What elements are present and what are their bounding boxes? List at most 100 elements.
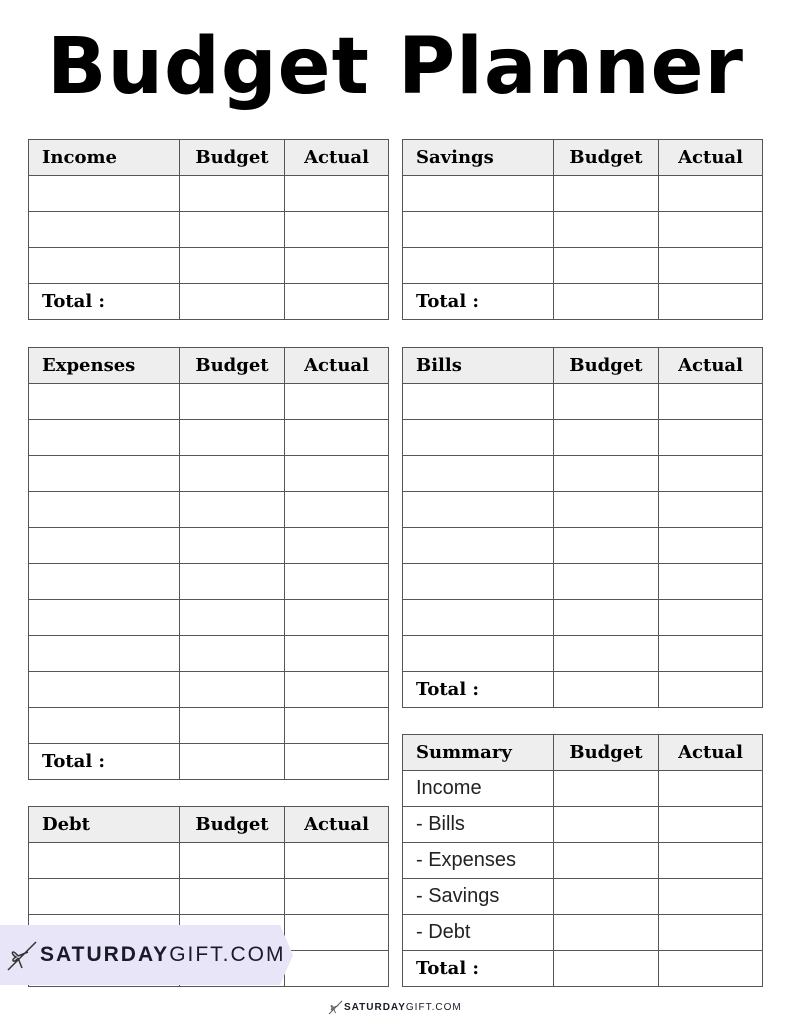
summary-budget-cell[interactable]	[553, 951, 658, 986]
savings-item-cell[interactable]	[403, 176, 553, 211]
debt-item-cell[interactable]	[29, 879, 179, 914]
expenses-budget-cell[interactable]	[179, 420, 284, 455]
savings-actual-cell[interactable]	[658, 248, 762, 283]
savings-budget-cell[interactable]	[553, 248, 658, 283]
expenses-budget-cell[interactable]	[179, 384, 284, 419]
income-item-cell[interactable]	[29, 176, 179, 211]
debt-actual-cell[interactable]	[284, 843, 388, 878]
bills-actual-cell[interactable]	[658, 528, 762, 563]
expenses-actual-cell[interactable]	[284, 744, 388, 779]
summary-budget-cell[interactable]	[553, 843, 658, 878]
income-budget-cell[interactable]	[179, 284, 284, 319]
debt-actual-cell[interactable]	[284, 879, 388, 914]
expenses-budget-cell[interactable]	[179, 672, 284, 707]
savings-budget-cell[interactable]	[553, 212, 658, 247]
savings-item-cell[interactable]	[403, 212, 553, 247]
expenses-item-cell[interactable]	[29, 672, 179, 707]
expenses-actual-cell[interactable]	[284, 708, 388, 743]
bills-budget-cell[interactable]	[553, 564, 658, 599]
debt-budget-cell[interactable]	[179, 879, 284, 914]
income-actual-cell[interactable]	[284, 284, 388, 319]
expenses-actual-cell[interactable]	[284, 564, 388, 599]
bills-item-cell[interactable]	[403, 420, 553, 455]
summary-actual-cell[interactable]	[658, 915, 762, 950]
income-item-cell[interactable]	[29, 212, 179, 247]
savings-budget-cell[interactable]	[553, 176, 658, 211]
expenses-budget-cell[interactable]	[179, 456, 284, 491]
savings-actual-cell[interactable]	[658, 212, 762, 247]
expenses-item-cell[interactable]	[29, 564, 179, 599]
expenses-actual-cell[interactable]	[284, 492, 388, 527]
expenses-budget-cell[interactable]	[179, 600, 284, 635]
expenses-item-cell[interactable]	[29, 600, 179, 635]
bills-item-cell[interactable]	[403, 564, 553, 599]
expenses-item-cell[interactable]	[29, 384, 179, 419]
expenses-actual-cell[interactable]	[284, 672, 388, 707]
bills-actual-cell[interactable]	[658, 456, 762, 491]
expenses-actual-cell[interactable]	[284, 600, 388, 635]
expenses-budget-cell[interactable]	[179, 744, 284, 779]
summary-budget-cell[interactable]	[553, 807, 658, 842]
bills-actual-cell[interactable]	[658, 672, 762, 707]
summary-actual-cell[interactable]	[658, 879, 762, 914]
summary-actual-cell[interactable]	[658, 771, 762, 806]
expenses-budget-cell[interactable]	[179, 492, 284, 527]
expenses-item-cell[interactable]	[29, 420, 179, 455]
bills-actual-cell[interactable]	[658, 492, 762, 527]
savings-budget-cell[interactable]	[553, 284, 658, 319]
savings-item-cell[interactable]	[403, 248, 553, 283]
summary-budget-cell[interactable]	[553, 915, 658, 950]
expenses-item-cell[interactable]	[29, 528, 179, 563]
expenses-budget-cell[interactable]	[179, 636, 284, 671]
income-budget-cell[interactable]	[179, 176, 284, 211]
expenses-budget-cell[interactable]	[179, 708, 284, 743]
savings-actual-cell[interactable]	[658, 284, 762, 319]
expenses-actual-cell[interactable]	[284, 456, 388, 491]
summary-actual-cell[interactable]	[658, 843, 762, 878]
debt-actual-cell[interactable]	[284, 915, 388, 950]
bills-actual-cell[interactable]	[658, 564, 762, 599]
income-actual-cell[interactable]	[284, 248, 388, 283]
expenses-budget-cell[interactable]	[179, 528, 284, 563]
income-budget-cell[interactable]	[179, 212, 284, 247]
expenses-actual-cell[interactable]	[284, 420, 388, 455]
expenses-budget-cell[interactable]	[179, 564, 284, 599]
bills-budget-cell[interactable]	[553, 384, 658, 419]
income-item-cell[interactable]	[29, 248, 179, 283]
bills-actual-cell[interactable]	[658, 600, 762, 635]
summary-budget-cell[interactable]	[553, 879, 658, 914]
bills-budget-cell[interactable]	[553, 456, 658, 491]
bills-item-cell[interactable]	[403, 456, 553, 491]
debt-actual-cell[interactable]	[284, 951, 388, 986]
bills-item-cell[interactable]	[403, 600, 553, 635]
bills-item-cell[interactable]	[403, 492, 553, 527]
bills-budget-cell[interactable]	[553, 420, 658, 455]
expenses-actual-cell[interactable]	[284, 636, 388, 671]
bills-budget-cell[interactable]	[553, 600, 658, 635]
summary-actual-cell[interactable]	[658, 951, 762, 986]
bills-budget-cell[interactable]	[553, 528, 658, 563]
income-budget-cell[interactable]	[179, 248, 284, 283]
expenses-item-cell[interactable]	[29, 636, 179, 671]
debt-item-cell[interactable]	[29, 843, 179, 878]
bills-actual-cell[interactable]	[658, 420, 762, 455]
expenses-item-cell[interactable]	[29, 456, 179, 491]
summary-actual-cell[interactable]	[658, 807, 762, 842]
bills-budget-cell[interactable]	[553, 492, 658, 527]
expenses-actual-cell[interactable]	[284, 384, 388, 419]
income-actual-cell[interactable]	[284, 176, 388, 211]
savings-actual-cell[interactable]	[658, 176, 762, 211]
bills-budget-cell[interactable]	[553, 636, 658, 671]
expenses-item-cell[interactable]	[29, 708, 179, 743]
bills-actual-cell[interactable]	[658, 384, 762, 419]
summary-budget-cell[interactable]	[553, 771, 658, 806]
bills-actual-cell[interactable]	[658, 636, 762, 671]
income-actual-cell[interactable]	[284, 212, 388, 247]
expenses-actual-cell[interactable]	[284, 528, 388, 563]
bills-item-cell[interactable]	[403, 384, 553, 419]
debt-budget-cell[interactable]	[179, 843, 284, 878]
bills-item-cell[interactable]	[403, 636, 553, 671]
bills-budget-cell[interactable]	[553, 672, 658, 707]
bills-item-cell[interactable]	[403, 528, 553, 563]
expenses-item-cell[interactable]	[29, 492, 179, 527]
